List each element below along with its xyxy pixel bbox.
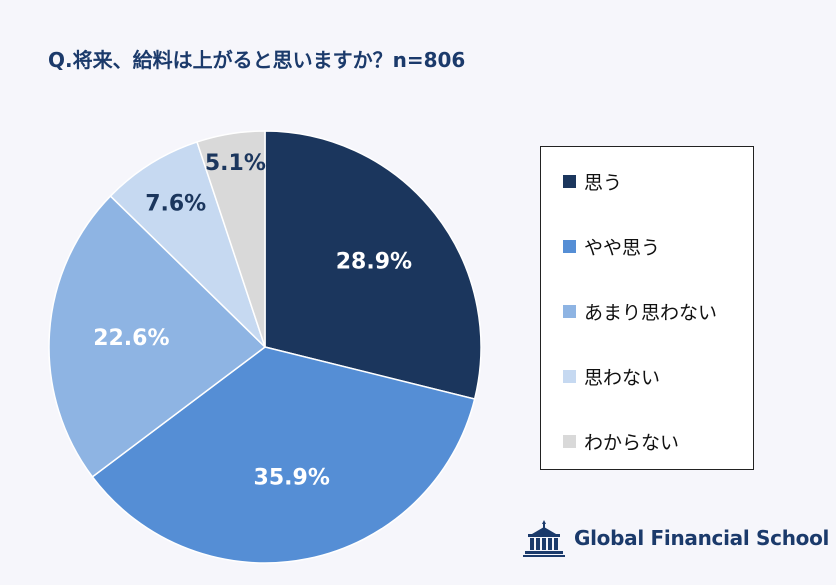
legend-label: あまり思わない [584, 302, 718, 324]
legend-swatch [563, 370, 576, 383]
legend-swatch [563, 175, 576, 188]
legend-swatch [563, 435, 576, 448]
brand-name: Global Financial School [574, 526, 830, 550]
legend-label: 思わない [584, 367, 661, 389]
legend-label: やや思う [584, 237, 661, 259]
legend-swatch [563, 240, 576, 253]
legend-item-omowanai: 思わない [563, 363, 660, 390]
slice-value-label: 7.6% [145, 192, 206, 217]
slice-value-label: 28.9% [336, 249, 412, 274]
school-building-icon [523, 520, 565, 557]
legend-item-omou: 思う [563, 168, 622, 195]
brand-logo: Global Financial School [522, 518, 829, 558]
pie-slice-4 [109, 141, 266, 348]
legend-item-yaya-omou: やや思う [563, 233, 660, 260]
chart-legend: 思う やや思う あまり思わない 思わない わからない [540, 146, 754, 470]
legend-item-wakaranai: わからない [563, 428, 679, 455]
pie-slice-5 [196, 130, 266, 348]
legend-label: 思う [584, 172, 623, 194]
pie-slice-3 [48, 195, 267, 478]
slice-value-label: 5.1% [205, 151, 266, 176]
legend-item-amari-omowanai: あまり思わない [563, 298, 717, 325]
chart-title: Q.将来、給料は上がると思いますか？n=806 [48, 48, 466, 72]
legend-swatch [563, 305, 576, 318]
pie-slice-1 [264, 130, 482, 400]
pie-slice-2 [91, 346, 476, 564]
legend-label: わからない [584, 432, 680, 454]
slice-value-label: 35.9% [254, 466, 330, 491]
slice-value-label: 22.6% [93, 326, 169, 351]
